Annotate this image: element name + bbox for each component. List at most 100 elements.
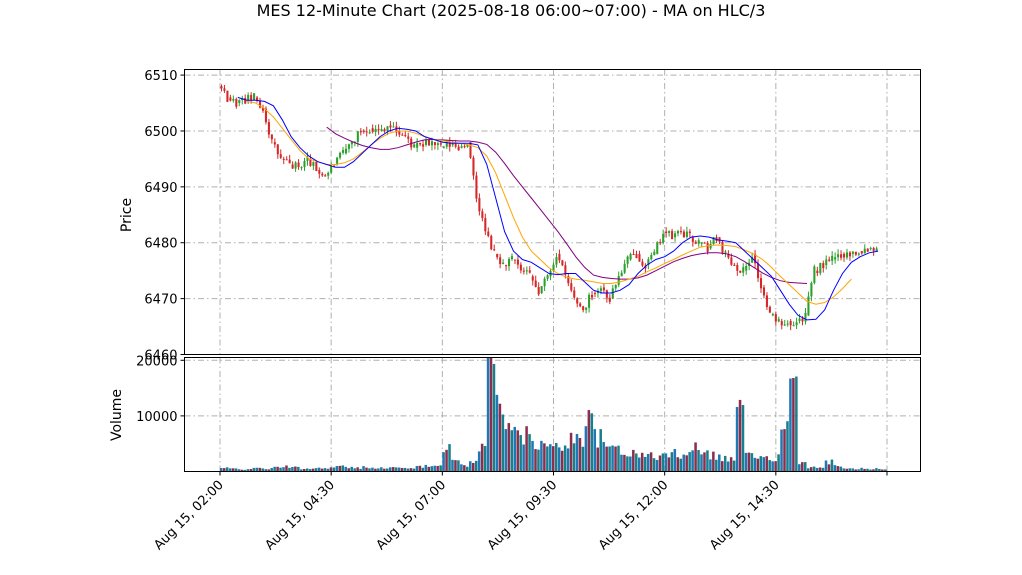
candle-body: [576, 298, 579, 304]
volume-bar: [246, 469, 250, 472]
volume-bar: [495, 394, 499, 472]
volume-bar: [806, 468, 810, 472]
candle-body: [229, 97, 232, 101]
candle-body: [768, 306, 771, 313]
candle-body: [490, 235, 493, 250]
volume-bar: [605, 446, 608, 472]
volume-bar: [563, 445, 567, 472]
price-tick-label: 6480: [144, 237, 177, 252]
volume-bar: [599, 429, 602, 472]
volume-bar: [474, 460, 478, 472]
candle-body: [712, 237, 715, 244]
candle-body: [350, 141, 353, 145]
volume-bar: [664, 453, 668, 472]
volume-bar: [771, 461, 774, 472]
volume-bar: [643, 456, 647, 472]
volume-bar: [803, 462, 807, 472]
volume-bar: [697, 450, 700, 472]
volume-bar: [783, 429, 786, 472]
volume-bar: [498, 403, 502, 472]
volume-bar: [439, 465, 442, 472]
candle-body: [413, 144, 416, 148]
volume-bar: [237, 469, 241, 472]
volume-bar: [267, 469, 270, 472]
volume-bar: [371, 467, 374, 472]
volume-bar: [626, 456, 629, 472]
candle-body: [682, 231, 685, 237]
volume-bar: [635, 453, 638, 472]
candle-body: [638, 253, 641, 262]
candle-body: [762, 287, 766, 296]
volume-bar: [786, 421, 789, 472]
candle-body: [339, 152, 342, 158]
volume-bar: [866, 468, 869, 472]
candle-body: [688, 231, 691, 234]
volume-bar: [753, 457, 757, 472]
volume-bar: [596, 447, 600, 472]
candle-body: [801, 318, 804, 322]
candle-body: [312, 162, 315, 166]
volume-bar: [258, 467, 262, 472]
volume-bar: [297, 466, 300, 472]
price-tick-label: 6490: [144, 181, 177, 196]
volume-bar: [273, 466, 276, 472]
volume-bar: [332, 467, 336, 472]
volume-bar: [513, 426, 516, 472]
volume-bar: [857, 469, 860, 472]
candle-body: [780, 320, 783, 326]
candle-body: [472, 157, 475, 176]
volume-bar: [691, 450, 694, 472]
candle-body: [774, 314, 777, 322]
candle-body: [863, 248, 866, 254]
volume-bar: [554, 443, 558, 472]
candle-body: [570, 283, 573, 291]
volume-bar: [383, 468, 386, 472]
candle-body: [253, 93, 256, 101]
volume-bar: [560, 450, 564, 472]
candle-body: [626, 256, 629, 264]
x-tick-label: Aug 15, 04:30: [262, 478, 338, 554]
volume-bar: [552, 446, 555, 472]
candle-body: [407, 136, 410, 139]
volume-bar: [534, 449, 537, 472]
candle-body: [789, 320, 792, 326]
volume-bar: [881, 469, 884, 472]
candle-body: [611, 288, 614, 299]
volume-bar: [750, 453, 754, 472]
candle-body: [475, 175, 478, 199]
candle-body: [356, 131, 359, 142]
candle-body: [267, 122, 270, 135]
volume-bar: [525, 426, 528, 472]
volume-bar: [549, 444, 552, 472]
candle-body: [786, 323, 789, 325]
volume-bar: [744, 452, 748, 472]
volume-bar: [836, 466, 840, 472]
candle-body: [555, 257, 558, 265]
volume-bar: [406, 468, 410, 472]
volume-bar: [842, 468, 846, 472]
volume-bar: [276, 466, 279, 472]
candle-body: [436, 143, 439, 145]
volume-bar: [335, 466, 339, 472]
volume-bar: [466, 466, 469, 472]
volume-bar: [303, 468, 306, 472]
volume-bar: [726, 461, 730, 472]
candle-body: [496, 253, 499, 258]
volume-bar: [569, 432, 573, 472]
candle-body: [303, 160, 306, 168]
x-tick-label: Aug 15, 12:00: [596, 478, 672, 554]
volume-bar: [777, 454, 780, 472]
volume-bar: [679, 458, 683, 472]
candle-body: [422, 144, 425, 147]
candle-body: [505, 265, 508, 267]
candle-body: [330, 165, 333, 173]
candle-body: [282, 158, 285, 160]
candle-body: [398, 130, 401, 135]
volume-bar: [409, 468, 413, 472]
x-axis: Aug 15, 02:00 Aug 15, 04:30 Aug 15, 07:00 A…: [151, 471, 888, 554]
volume-bar: [872, 469, 875, 472]
volume-bar: [391, 467, 395, 472]
volume-bar: [516, 430, 519, 472]
candle-body: [463, 146, 466, 148]
candle-body: [685, 231, 688, 237]
